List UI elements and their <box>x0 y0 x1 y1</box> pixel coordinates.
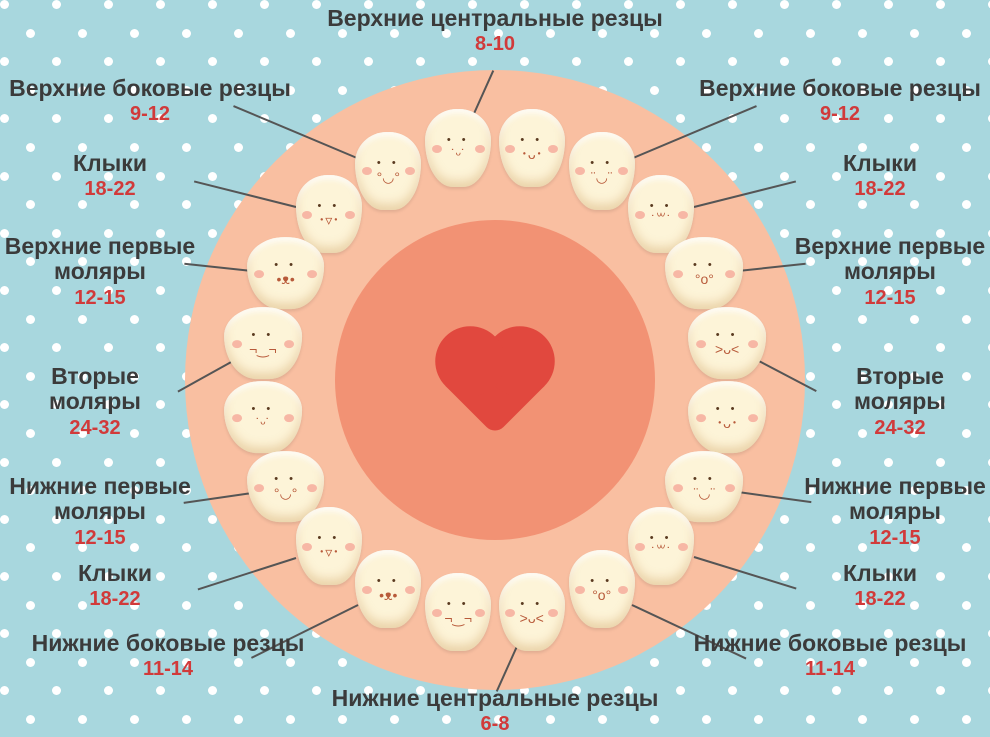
label-left-molar1-u: Верхние первые моляры12-15 <box>0 234 270 309</box>
label-name: Нижние центральные резцы <box>325 686 665 711</box>
label-name: Клыки <box>0 561 285 586</box>
label-age: 12-15 <box>725 527 990 549</box>
label-name: Нижние первые моляры <box>0 474 270 525</box>
label-right-molar1-u: Верхние первые моляры12-15 <box>720 234 990 309</box>
label-age: 9-12 <box>670 103 990 125</box>
label-name: Верхние первые моляры <box>720 234 990 285</box>
label-left-molar1-l: Нижние первые моляры12-15 <box>0 474 270 549</box>
label-name: Нижние боковые резцы <box>660 631 990 656</box>
tooth-upper-lateral-incisor-left: • •°◡° <box>355 132 421 210</box>
tooth-upper-central-incisor-left: • •˙ᵕ˙ <box>425 109 491 187</box>
label-age: 6-8 <box>325 713 665 735</box>
label-right-molar2: Вторые моляры24-32 <box>730 364 990 439</box>
label-top-left-lateral: Верхние боковые резцы9-12 <box>0 76 320 125</box>
label-bottom-center: Нижние центральные резцы6-8 <box>325 686 665 735</box>
label-name: Клыки <box>710 561 990 586</box>
label-age: 12-15 <box>720 287 990 309</box>
tooth-lower-lateral-incisor-left: • ••ᴥ• <box>355 550 421 628</box>
label-name: Верхние первые моляры <box>0 234 270 285</box>
tooth-lower-central-incisor-left: • •¬‿¬ <box>425 573 491 651</box>
tooth-lower-canine-left: • •･▿･ <box>296 507 362 585</box>
diagram-stage: • •˙ᵕ˙• •･ᴗ･ • •°◡° • •¨◡¨ • •･▿･ • •˙꒳˙ • ••… <box>0 0 990 737</box>
label-right-canine-l: Клыки18-22 <box>710 561 990 610</box>
label-right-canine-u: Клыки18-22 <box>710 151 990 200</box>
tooth-lower-lateral-incisor-right: • •°o° <box>569 550 635 628</box>
label-left-canine-u: Клыки18-22 <box>0 151 280 200</box>
label-age: 12-15 <box>0 287 270 309</box>
label-top-center: Верхние центральные резцы8-10 <box>325 6 665 55</box>
tooth-upper-central-incisor-right: • •･ᴗ･ <box>499 109 565 187</box>
label-age: 24-32 <box>0 417 265 439</box>
tooth-lower-central-incisor-right: • •>ᴗ< <box>499 573 565 651</box>
label-age: 24-32 <box>730 417 990 439</box>
label-name: Нижние боковые резцы <box>0 631 338 656</box>
label-age: 18-22 <box>710 588 990 610</box>
label-name: Вторые моляры <box>0 364 265 415</box>
label-top-right-lateral: Верхние боковые резцы9-12 <box>670 76 990 125</box>
label-age: 18-22 <box>0 588 285 610</box>
label-age: 18-22 <box>0 178 280 200</box>
label-name: Верхние боковые резцы <box>670 76 990 101</box>
label-age: 11-14 <box>660 658 990 680</box>
label-name: Нижние первые моляры <box>725 474 990 525</box>
label-left-molar2: Вторые моляры24-32 <box>0 364 265 439</box>
label-bottom-left-lateral: Нижние боковые резцы11-14 <box>0 631 338 680</box>
label-age: 18-22 <box>710 178 990 200</box>
label-name: Верхние боковые резцы <box>0 76 320 101</box>
label-name: Верхние центральные резцы <box>325 6 665 31</box>
tooth-lower-canine-right: • •˙꒳˙ <box>628 507 694 585</box>
label-name: Клыки <box>0 151 280 176</box>
label-age: 12-15 <box>0 527 270 549</box>
label-name: Клыки <box>710 151 990 176</box>
label-age: 9-12 <box>0 103 320 125</box>
label-right-molar1-l: Нижние первые моляры12-15 <box>725 474 990 549</box>
label-name: Вторые моляры <box>730 364 990 415</box>
label-age: 11-14 <box>0 658 338 680</box>
label-bottom-right-lateral: Нижние боковые резцы11-14 <box>660 631 990 680</box>
label-left-canine-l: Клыки18-22 <box>0 561 285 610</box>
tooth-upper-lateral-incisor-right: • •¨◡¨ <box>569 132 635 210</box>
label-age: 8-10 <box>325 33 665 55</box>
